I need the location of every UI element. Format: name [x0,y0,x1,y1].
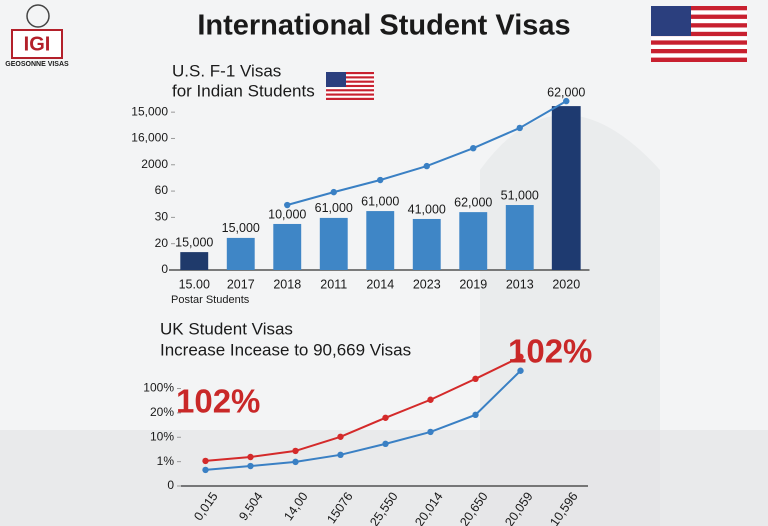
line-point [202,457,209,465]
line-point [470,144,477,152]
bar [180,252,209,270]
brand-text: GEOSONNE VISAS [5,61,69,68]
line-point [423,162,430,170]
bar [273,223,302,270]
x-tick-label: 2020 [552,277,580,291]
y-tick-label: 16,000 [131,131,168,145]
line-point [382,414,389,421]
line-point [292,447,299,455]
x-tick-label: 2011 [320,277,347,291]
bar-label: 15,000 [175,235,213,249]
y-tick-label: 30 [155,210,169,224]
y-tick-label: 2000 [141,157,168,171]
y-tick-label: 1% [157,454,175,468]
logo-text: IGI [24,33,51,55]
chart-title: UK Student Visas [160,319,293,338]
bar [226,237,255,270]
bar-label: 10,000 [268,207,306,221]
y-tick-label: 100% [143,381,174,395]
bar-label: 41,000 [408,202,446,216]
us-flag [651,6,747,62]
x-tick-label: 15.00 [179,277,210,291]
bar-label: 61,000 [361,194,399,208]
bar-label: 61,000 [315,201,353,215]
bar [505,205,534,270]
x-tick-label: 2014 [366,277,394,291]
bar [319,217,348,270]
y-tick-label: 10% [150,429,174,443]
line-point [202,466,209,474]
line-point [427,396,434,403]
line-point [330,188,337,196]
logo: IGI GEOSONNE VISAS [5,4,69,68]
line-point [377,176,384,184]
series-line [205,370,522,471]
annotation: 102% [508,333,592,370]
line-point [472,411,479,419]
y-tick-label: 15,000 [131,104,168,118]
us-flag-small [326,72,374,100]
line-point [247,453,254,461]
y-tick-label: 20 [155,236,169,250]
bar [551,106,581,270]
chart-title: Increase Incease to 90,669 Visas [160,340,411,359]
line-point [292,458,299,466]
bar-label: 62,000 [547,85,585,99]
x-tick-label: 2019 [459,277,487,291]
line-point [382,440,389,448]
line-point [517,353,524,361]
bar-label: 62,000 [454,195,492,209]
chart-title: for Indian Students [172,81,315,100]
y-tick-label: 0 [161,262,168,276]
line-point [337,433,344,440]
page-title: International Student Visas [197,10,570,42]
y-tick-label: 60 [155,183,169,197]
bar-label: 51,000 [501,188,539,202]
x-tick-label: 2023 [413,277,441,291]
x-note: Postar Students [171,294,250,306]
line-point [247,462,254,470]
line-point [472,375,479,382]
annotation: 102% [176,383,260,420]
x-tick-label: 2017 [227,277,255,291]
line-point [427,428,434,436]
x-tick-label: 2013 [506,277,534,291]
bar-label: 15,000 [222,221,260,235]
line-point [563,97,570,105]
bar [366,211,395,270]
bar [412,218,441,270]
y-tick-label: 20% [150,405,174,419]
line-point [284,201,291,209]
chart-title: U.S. F-1 Visas [172,61,281,80]
line-point [337,451,344,459]
series-line [205,355,521,462]
line-point [517,367,524,374]
y-tick-label: 0 [167,478,174,492]
line-point [516,124,523,132]
x-tick-label: 2018 [273,277,301,291]
bar [459,212,488,270]
